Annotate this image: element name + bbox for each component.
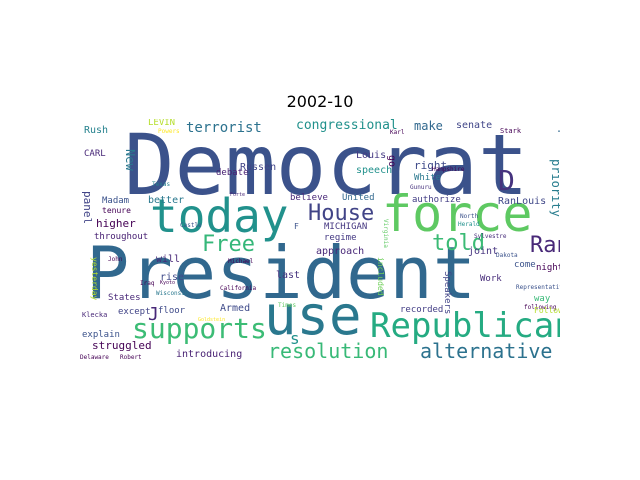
cloud-word: MICHIGAN [324, 222, 368, 232]
cloud-word: RanLouis [498, 196, 547, 207]
cloud-word: speak [557, 123, 560, 157]
cloud-word: Iraq [140, 280, 155, 287]
cloud-word: believe [290, 193, 328, 203]
cloud-word: Times [278, 302, 297, 309]
cloud-word: recorded [400, 305, 444, 315]
cloud-word: use [264, 284, 362, 347]
cloud-word: throughout [94, 232, 149, 242]
cloud-word: right [414, 159, 448, 172]
cloud-word: Virginia [382, 219, 389, 248]
cloud-word: New [123, 149, 137, 171]
cloud-word: Robert [120, 354, 142, 361]
cloud-word: States [108, 293, 141, 303]
cloud-word: alternative [420, 339, 553, 361]
cloud-word: panel [81, 191, 94, 225]
cloud-word: F [294, 222, 299, 231]
cloud-word: terrorist [186, 120, 262, 136]
cloud-word: debate [216, 168, 249, 178]
cloud-word: Free [202, 232, 255, 257]
cloud-word: supports [132, 312, 267, 345]
cloud-word: Dakota [496, 252, 518, 259]
cloud-word: come [514, 260, 536, 270]
chart-title: 2002-10 [286, 92, 354, 111]
cloud-word: Stark [500, 127, 522, 135]
cloud-word: force [382, 185, 533, 243]
cloud-word: White [414, 173, 442, 183]
cloud-word: joint [468, 246, 499, 257]
cloud-word: John [108, 256, 123, 263]
cloud-word: Texas [152, 181, 171, 188]
cloud-word: Louis [356, 150, 387, 161]
cloud-word: Following [534, 306, 560, 315]
cloud-word: resolution [268, 339, 389, 361]
cloud-word: J [148, 304, 159, 325]
cloud-word: priority [549, 159, 560, 217]
cloud-word: senate [456, 120, 493, 131]
cloud-word: D [498, 164, 515, 197]
cloud-word: authorize [412, 195, 461, 205]
cloud-word: go [386, 155, 397, 168]
cloud-word: Gunuru [410, 184, 432, 191]
cloud-word: Republican [370, 306, 560, 346]
cloud-word: LEVIN [148, 119, 176, 128]
cloud-word: Castle [180, 222, 202, 229]
cloud-word: except [118, 307, 151, 317]
cloud-word: Klecka [82, 311, 108, 319]
cloud-word: way [534, 294, 551, 304]
cloud-word: Powers [158, 128, 180, 135]
cloud-word: North [460, 213, 479, 220]
cloud-word: approach [316, 246, 365, 257]
cloud-word: Karl [390, 129, 405, 136]
cloud-word: Russen [240, 162, 277, 173]
cloud-word: following [524, 304, 557, 311]
cloud-word: explain [82, 330, 120, 340]
cloud-word: President [86, 231, 477, 315]
cloud-word: Sylvestre [474, 233, 507, 240]
cloud-word: Forte [230, 192, 246, 198]
cloud-word: Ran [530, 233, 560, 258]
cloud-word: Work [480, 274, 502, 284]
cloud-word: California [220, 285, 257, 292]
cloud-word: Representatives [516, 284, 560, 291]
cloud-word: speech [356, 165, 393, 176]
cloud-word: Herald [458, 221, 480, 228]
cloud-word: floor [158, 306, 186, 316]
cloud-word: United [342, 193, 375, 203]
cloud-word: tenure [102, 206, 131, 215]
cloud-word: Speakers [442, 271, 452, 315]
cloud-word: told [432, 231, 485, 256]
word-cloud: Democrat President today force use Republican… [80, 119, 560, 361]
cloud-word: will [156, 254, 181, 265]
cloud-word: Kyoto [160, 280, 176, 286]
cloud-word: Goldstein [198, 317, 226, 323]
cloud-word: s [290, 329, 300, 348]
cloud-word: Delaware [80, 354, 109, 361]
cloud-word: included [376, 257, 385, 296]
cloud-word: House [308, 201, 375, 226]
cloud-word: last [276, 270, 301, 281]
cloud-word: congressional [296, 119, 398, 133]
cloud-word: Hampshire [432, 166, 465, 173]
cloud-word: struggled [92, 339, 152, 352]
cloud-word: regime [324, 233, 357, 243]
cloud-word: Wisconsin [156, 290, 189, 297]
cloud-word: Democrat [124, 119, 529, 214]
cloud-word: Michael [228, 258, 254, 265]
cloud-word: rise [160, 272, 185, 283]
cloud-word: introducing [176, 349, 243, 360]
cloud-word: Armed [220, 303, 251, 314]
cloud-word: Rush [84, 125, 109, 136]
cloud-word: better [148, 195, 185, 206]
cloud-word: today [150, 189, 289, 243]
cloud-word: yesterday [90, 257, 99, 301]
cloud-word: make [414, 119, 443, 133]
cloud-word: night [536, 263, 560, 273]
cloud-word: Madam [102, 196, 130, 206]
cloud-word: higher [96, 217, 136, 230]
cloud-word: CARL [84, 149, 106, 159]
